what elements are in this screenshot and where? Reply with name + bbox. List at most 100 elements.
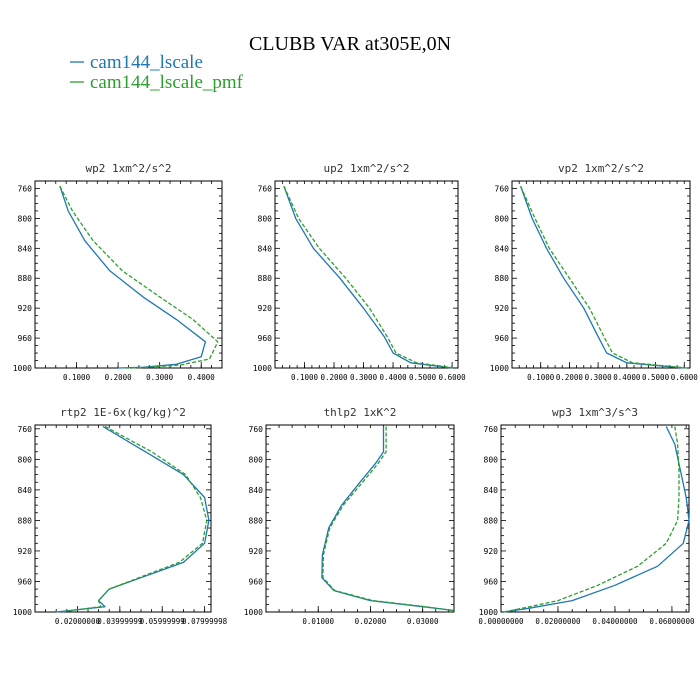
y-tick-label: 760 bbox=[18, 184, 33, 193]
panel-title: wp3 1xm^3/s^3 bbox=[552, 406, 638, 419]
y-tick-label: 1000 bbox=[253, 364, 272, 373]
y-tick-label: 840 bbox=[249, 486, 264, 495]
x-tick-label: 0.3000 bbox=[585, 373, 613, 382]
series-line-2 bbox=[59, 185, 219, 369]
y-tick-label: 960 bbox=[18, 334, 33, 343]
x-tick-label: 0.6000 bbox=[671, 373, 699, 382]
x-tick-label: 0.02000000 bbox=[535, 617, 581, 626]
y-tick-label: 880 bbox=[495, 274, 510, 283]
x-tick-label: 0.03000 bbox=[407, 617, 439, 626]
panel-title: rtp2 1E-6x(kg/kg)^2 bbox=[60, 406, 186, 419]
x-tick-label: 0.3000 bbox=[146, 373, 174, 382]
plot-frame bbox=[274, 180, 459, 369]
series-line-1 bbox=[503, 426, 690, 613]
plot-frame bbox=[500, 424, 690, 613]
y-tick-label: 960 bbox=[18, 577, 33, 586]
x-tick-label: 0.5000 bbox=[409, 373, 437, 382]
y-tick-label: 880 bbox=[249, 516, 264, 525]
y-tick-label: 1000 bbox=[244, 608, 263, 617]
legend-entry-2: cam144_lscale_pmf bbox=[70, 72, 244, 93]
y-tick-label: 760 bbox=[484, 425, 499, 434]
figure-title: CLUBB VAR at305E,0N bbox=[249, 33, 451, 55]
series-line-2 bbox=[520, 185, 688, 369]
x-tick-label: 0.00000000 bbox=[478, 617, 524, 626]
panel-1: wp2 1xm^2/s^2 760 800 840 880 920 960 1000 0.100… bbox=[13, 162, 223, 382]
x-tick-label: 0.02000000 bbox=[55, 617, 101, 626]
series-line-2 bbox=[503, 426, 680, 613]
panel-title: up2 1xm^2/s^2 bbox=[323, 162, 409, 175]
x-tick-label: 0.02000 bbox=[355, 617, 387, 626]
panel-title: vp2 1xm^2/s^2 bbox=[558, 162, 644, 175]
y-tick-label: 880 bbox=[258, 274, 273, 283]
x-tick-label: 0.4000 bbox=[188, 373, 216, 382]
plot-frame bbox=[34, 424, 212, 613]
y-tick-label: 960 bbox=[258, 334, 273, 343]
panel-title: thlp2 1xK^2 bbox=[324, 406, 397, 419]
y-tick-label: 800 bbox=[18, 214, 33, 223]
x-tick-label: 0.06000000 bbox=[649, 617, 695, 626]
y-tick-label: 960 bbox=[249, 577, 264, 586]
y-tick-label: 800 bbox=[258, 214, 273, 223]
plot-frame bbox=[34, 180, 223, 369]
y-tick-label: 1000 bbox=[13, 364, 32, 373]
y-tick-label: 840 bbox=[18, 244, 33, 253]
y-tick-label: 840 bbox=[484, 486, 499, 495]
panels: wp2 1xm^2/s^2 760 800 840 880 920 960 1000 0.100… bbox=[13, 162, 699, 626]
y-tick-label: 920 bbox=[18, 547, 33, 556]
y-tick-label: 1000 bbox=[479, 608, 498, 617]
series-line-1 bbox=[519, 185, 685, 369]
panel-title: wp2 1xm^2/s^2 bbox=[85, 162, 171, 175]
y-tick-label: 800 bbox=[484, 455, 499, 464]
plot-frame bbox=[511, 180, 691, 369]
panel-3: vp2 1xm^2/s^2 760 800 840 880 920 960 1000 0.100… bbox=[490, 162, 699, 382]
x-tick-label: 0.1000 bbox=[63, 373, 91, 382]
series-line-1 bbox=[56, 425, 210, 613]
y-tick-label: 760 bbox=[495, 184, 510, 193]
panel-2: up2 1xm^2/s^2 760 800 840 880 920 960 1000 0.100… bbox=[253, 162, 466, 382]
series-line-1 bbox=[321, 426, 455, 612]
x-tick-label: 0.03999999 bbox=[97, 617, 142, 626]
y-tick-label: 800 bbox=[495, 214, 510, 223]
legend-entry-1: cam144_lscale bbox=[70, 52, 203, 73]
y-tick-label: 920 bbox=[495, 304, 510, 313]
y-tick-label: 920 bbox=[18, 304, 33, 313]
series-line-2 bbox=[283, 185, 456, 369]
x-tick-label: 0.5000 bbox=[642, 373, 670, 382]
x-tick-label: 0.07999998 bbox=[182, 617, 228, 626]
y-tick-label: 960 bbox=[484, 577, 499, 586]
panel-4: rtp2 1E-6x(kg/kg)^2 760 800 840 880 920 960 100… bbox=[13, 406, 228, 626]
y-tick-label: 840 bbox=[258, 244, 273, 253]
plot-frame bbox=[265, 424, 455, 613]
x-tick-label: 0.6000 bbox=[439, 373, 467, 382]
y-tick-label: 920 bbox=[249, 547, 264, 556]
legend-label-2: cam144_lscale_pmf bbox=[90, 72, 244, 93]
series-line-1 bbox=[59, 185, 207, 369]
x-tick-label: 0.01000 bbox=[302, 617, 334, 626]
y-tick-label: 760 bbox=[249, 425, 264, 434]
y-tick-label: 840 bbox=[495, 244, 510, 253]
y-tick-label: 800 bbox=[249, 455, 264, 464]
series-line-2 bbox=[60, 425, 208, 613]
y-tick-label: 800 bbox=[18, 455, 33, 464]
x-tick-label: 0.1000 bbox=[291, 373, 319, 382]
x-tick-label: 0.04000000 bbox=[592, 617, 638, 626]
y-tick-label: 760 bbox=[258, 184, 273, 193]
panel-5: thlp2 1xK^2 760 800 840 880 920 960 1000 0.01000… bbox=[244, 406, 455, 626]
y-tick-label: 880 bbox=[484, 516, 499, 525]
x-tick-label: 0.2000 bbox=[320, 373, 348, 382]
y-tick-label: 1000 bbox=[490, 364, 509, 373]
x-tick-label: 0.1000 bbox=[527, 373, 555, 382]
x-tick-label: 0.2000 bbox=[105, 373, 133, 382]
legend-label-1: cam144_lscale bbox=[90, 52, 203, 73]
y-tick-label: 760 bbox=[18, 425, 33, 434]
series-line-2 bbox=[322, 426, 454, 612]
y-tick-label: 960 bbox=[495, 334, 510, 343]
x-tick-label: 0.4000 bbox=[613, 373, 641, 382]
y-tick-label: 840 bbox=[18, 486, 33, 495]
y-tick-label: 880 bbox=[18, 274, 33, 283]
y-tick-label: 1000 bbox=[13, 608, 32, 617]
series-line-1 bbox=[283, 185, 453, 369]
legend: cam144_lscale cam144_lscale_pmf bbox=[70, 52, 244, 93]
y-tick-label: 920 bbox=[484, 547, 499, 556]
